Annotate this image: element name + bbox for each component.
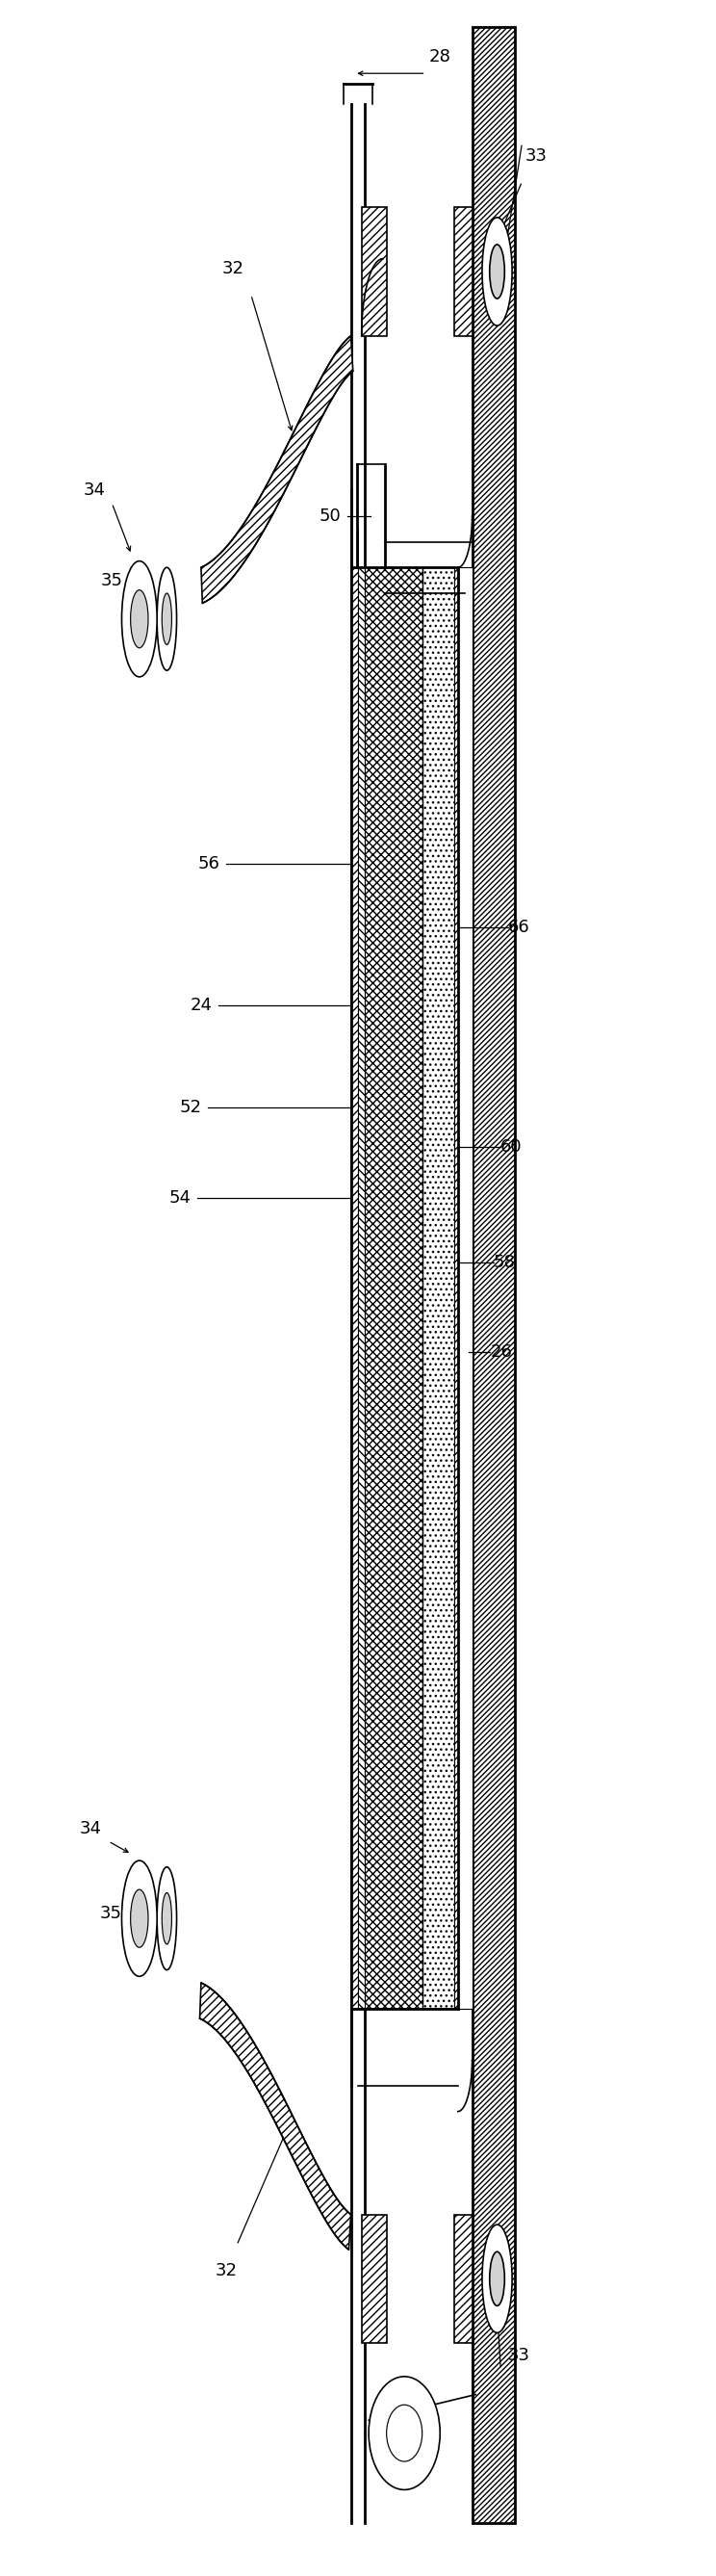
Bar bbox=[362, 2215, 387, 2344]
Text: 56: 56 bbox=[198, 855, 220, 873]
Bar bbox=[472, 28, 515, 2524]
Text: 26: 26 bbox=[490, 1345, 512, 1360]
Ellipse shape bbox=[369, 2378, 440, 2491]
Circle shape bbox=[490, 245, 505, 299]
Text: 32: 32 bbox=[216, 2262, 238, 2280]
Bar bbox=[351, 567, 358, 2009]
Circle shape bbox=[482, 2226, 512, 2334]
Bar bbox=[365, 567, 422, 2009]
Ellipse shape bbox=[157, 567, 177, 670]
Ellipse shape bbox=[387, 2406, 422, 2463]
Bar bbox=[454, 2215, 472, 2344]
Circle shape bbox=[482, 216, 512, 325]
Bar bbox=[454, 567, 458, 2009]
Polygon shape bbox=[201, 335, 353, 603]
Text: 33: 33 bbox=[508, 2347, 530, 2365]
Bar bbox=[458, 567, 472, 2009]
Ellipse shape bbox=[162, 592, 172, 644]
Text: 34: 34 bbox=[79, 1819, 102, 1837]
Text: 24: 24 bbox=[190, 997, 213, 1012]
Ellipse shape bbox=[130, 590, 148, 649]
Text: 35: 35 bbox=[100, 1904, 122, 1922]
Text: 66: 66 bbox=[508, 920, 530, 938]
Circle shape bbox=[490, 2251, 505, 2306]
Text: 28: 28 bbox=[430, 49, 451, 64]
Text: 32: 32 bbox=[223, 260, 245, 278]
Text: 54: 54 bbox=[169, 1190, 191, 1206]
Bar bbox=[454, 206, 472, 335]
Text: 35: 35 bbox=[101, 572, 123, 590]
Ellipse shape bbox=[130, 1891, 148, 1947]
Polygon shape bbox=[200, 1984, 351, 2249]
Text: 58: 58 bbox=[493, 1255, 516, 1270]
Text: 33: 33 bbox=[526, 147, 548, 165]
Bar bbox=[358, 567, 365, 2009]
Text: 50: 50 bbox=[319, 507, 341, 526]
Text: 34: 34 bbox=[83, 482, 105, 500]
Bar bbox=[422, 567, 454, 2009]
Ellipse shape bbox=[162, 1893, 172, 1945]
Bar bbox=[362, 206, 387, 335]
Text: 60: 60 bbox=[500, 1139, 523, 1154]
Text: 52: 52 bbox=[180, 1100, 202, 1115]
Ellipse shape bbox=[157, 1868, 177, 1971]
Ellipse shape bbox=[122, 562, 157, 677]
Ellipse shape bbox=[122, 1860, 157, 1976]
